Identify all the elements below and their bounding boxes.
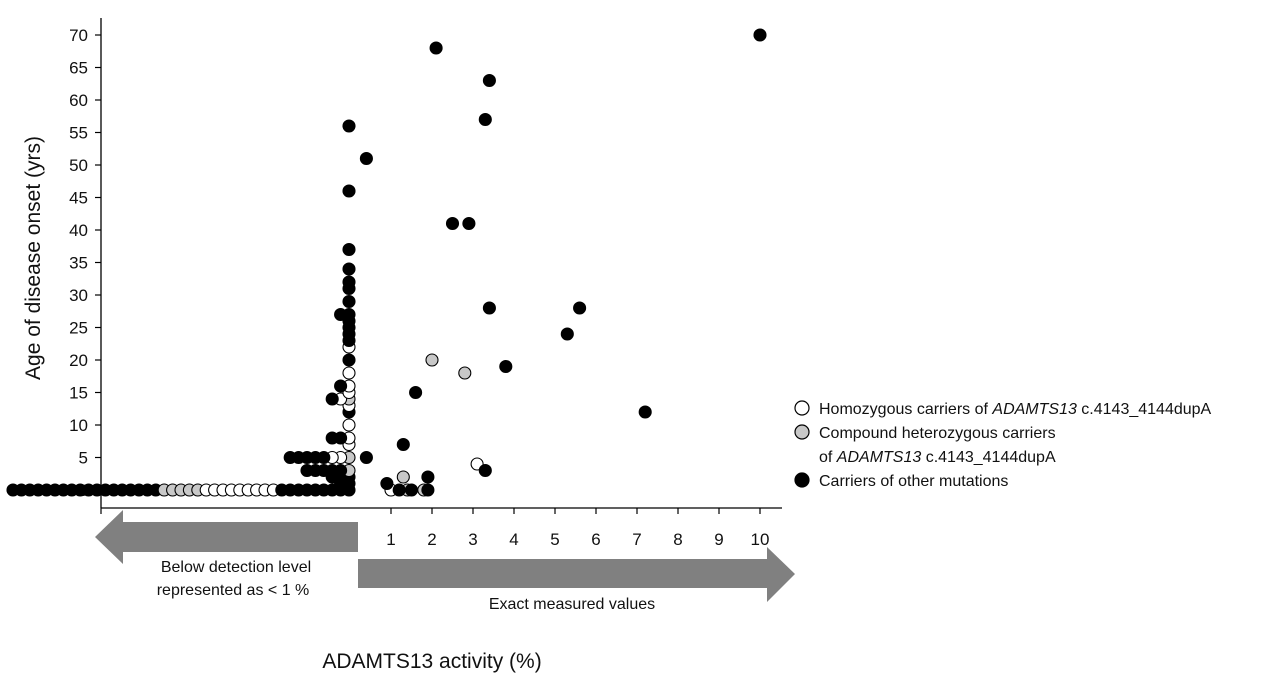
point-compound-measured: [396, 470, 410, 484]
point-other-measured: [392, 483, 406, 497]
x-tick-label: 5: [550, 530, 559, 549]
y-tick-label: 45: [69, 189, 88, 208]
y-tick-label: 20: [69, 351, 88, 370]
point-other-below-detection: [342, 275, 356, 289]
x-tick-label: 9: [714, 530, 723, 549]
legend-label-compound-line2: of ADAMTS13 c.4143_4144dupA: [819, 449, 1056, 466]
point-other-measured: [482, 73, 496, 88]
x-tick-label: 8: [673, 530, 682, 549]
below-detection-arrow: [95, 510, 358, 564]
below-detection-label-line2: represented as < 1 %: [157, 582, 310, 599]
point-other-measured: [573, 301, 587, 315]
legend-marker-compound: [794, 424, 810, 440]
point-other-below-detection: [342, 119, 356, 133]
legend-label-other: Carriers of other mutations: [819, 473, 1008, 490]
y-tick-label: 60: [69, 91, 88, 110]
point-other-measured: [421, 483, 435, 497]
point-other-measured: [445, 216, 460, 231]
x-tick-label: 7: [632, 530, 641, 549]
y-tick-label: 65: [69, 59, 88, 78]
y-tick-label: 35: [69, 254, 88, 273]
legend-label-homozygous: Homozygous carriers of ADAMTS13 c.4143_4…: [819, 401, 1212, 418]
legend-marker-other: [794, 472, 810, 488]
legend: Homozygous carriers of ADAMTS13 c.4143_4…: [794, 400, 1212, 490]
point-other-below-detection: [300, 463, 314, 478]
exact-values-arrow: [358, 547, 795, 602]
x-tick-label: 3: [468, 530, 477, 549]
y-tick-label: 30: [69, 286, 88, 305]
x-tick-label: 1: [386, 530, 395, 549]
y-tick-label: 25: [69, 319, 88, 338]
point-other-measured: [482, 301, 496, 315]
y-tick-label: 55: [69, 124, 88, 143]
legend-label-compound-line1: Compound heterozygous carriers: [819, 425, 1056, 442]
point-other-measured: [421, 470, 435, 484]
point-other-measured: [753, 28, 767, 42]
point-other-measured: [404, 483, 419, 497]
y-ticks: 0510152025303540455055606570: [69, 26, 101, 500]
y-axis-title: Age of disease onset (yrs): [22, 136, 45, 380]
point-other-below-detection: [342, 242, 356, 257]
x-tick-label: 4: [509, 530, 518, 549]
point-other-measured: [359, 450, 373, 465]
point-other-measured: [396, 437, 410, 452]
y-tick-label: 5: [79, 449, 88, 468]
point-other-measured: [478, 463, 492, 478]
x-axis-title: ADAMTS13 activity (%): [322, 650, 541, 673]
y-tick-label: 10: [69, 416, 88, 435]
point-compound-measured: [458, 366, 472, 380]
point-other-below-detection: [334, 307, 348, 322]
below-detection-label-line1: Below detection level: [161, 559, 311, 576]
point-other-measured: [499, 359, 513, 374]
point-other-measured: [409, 385, 423, 400]
x-tick-label: 2: [427, 530, 436, 549]
data-points: [6, 28, 767, 497]
legend-marker-homozygous: [794, 400, 810, 416]
point-other-below-detection: [342, 184, 356, 198]
x-tick-label: 10: [751, 530, 770, 549]
point-other-below-detection: [325, 431, 339, 445]
point-other-below-detection: [342, 262, 356, 276]
point-other-measured: [462, 216, 476, 231]
point-other-below-detection: [283, 450, 297, 465]
point-other-below-detection: [342, 353, 356, 367]
point-homozygous-below-detection: [342, 366, 356, 380]
y-tick-label: 15: [69, 384, 88, 403]
y-tick-label: 40: [69, 221, 88, 240]
x-ticks: 1 2 3 4 5 6 7 8 9 10: [100, 508, 770, 549]
y-tick-label: 70: [69, 26, 88, 45]
point-other-measured: [359, 151, 373, 166]
point-other-below-detection: [334, 379, 348, 393]
point-other-measured: [478, 112, 492, 127]
y-tick-label: 50: [69, 156, 88, 175]
point-other-below-detection: [342, 294, 356, 309]
x-tick-label: 6: [591, 530, 600, 549]
point-other-below-detection: [325, 392, 339, 406]
point-other-measured: [560, 327, 574, 341]
point-compound-measured: [425, 353, 439, 367]
point-other-measured: [429, 41, 443, 55]
point-other-measured: [380, 476, 394, 491]
point-homozygous-below-detection: [342, 418, 356, 432]
exact-values-label: Exact measured values: [489, 596, 655, 613]
point-other-measured: [638, 405, 652, 419]
